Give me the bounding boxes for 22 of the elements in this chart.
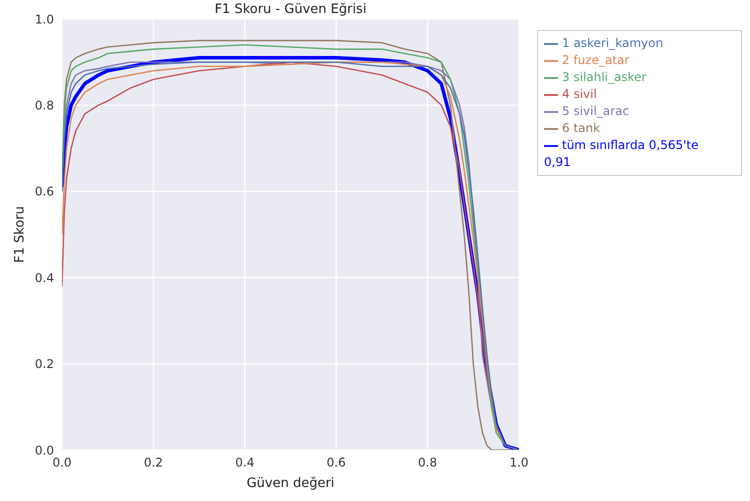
legend-label: 4 sivil	[562, 87, 597, 101]
x-tick-label: 1.0	[509, 456, 529, 470]
x-tick-label: 0.0	[52, 456, 72, 470]
legend-label: 6 tank	[562, 121, 600, 135]
x-axis-title: Güven değeri	[246, 476, 334, 491]
x-tick-label: 0.2	[144, 456, 163, 470]
legend-label: 3 silahli_asker	[562, 70, 646, 84]
y-tick-label: 0.0	[34, 443, 54, 458]
x-tick-label: 0.8	[418, 456, 438, 470]
legend-label: tüm sınıflarda 0,565'te 0,91	[544, 138, 698, 169]
y-tick-label: 0.6	[34, 184, 54, 199]
chart-title: F1 Skoru - Güven Eğrisi	[214, 2, 368, 17]
legend-label: 2 fuze_atar	[562, 53, 630, 67]
y-tick-label: 0.2	[34, 357, 54, 372]
y-tick-label: 0.8	[34, 98, 54, 112]
legend-label: 1 askeri_kamyon	[562, 36, 664, 50]
x-tick-label: 0.4	[235, 456, 254, 470]
y-tick-label: 0.4	[34, 270, 54, 285]
y-axis-title: F1 Skoru	[12, 206, 28, 263]
x-tick-label: 0.6	[326, 456, 346, 470]
legend-label: 5 sivil_arac	[562, 104, 630, 118]
y-tick-label: 1.0	[34, 12, 54, 26]
